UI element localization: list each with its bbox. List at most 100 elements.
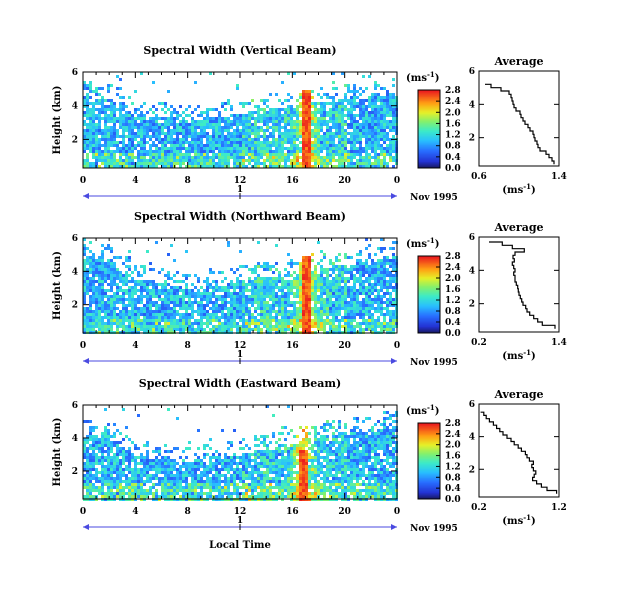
heatmap-cell bbox=[146, 120, 149, 123]
heatmap-cell bbox=[89, 456, 92, 459]
heatmap-cell bbox=[206, 292, 209, 295]
heatmap-cell bbox=[98, 153, 101, 156]
heatmap-cell bbox=[305, 307, 308, 310]
heatmap-cell bbox=[347, 111, 350, 114]
heatmap-cell bbox=[362, 298, 365, 301]
heatmap-cell bbox=[185, 135, 188, 138]
heatmap-cell bbox=[392, 147, 395, 150]
heatmap-cell bbox=[269, 153, 272, 156]
heatmap-cell bbox=[239, 150, 242, 153]
average-title: Average bbox=[493, 55, 543, 68]
heatmap-cell bbox=[194, 120, 197, 123]
heatmap-cell bbox=[311, 153, 314, 156]
heatmap-cell bbox=[392, 322, 395, 325]
heatmap-cell bbox=[104, 147, 107, 150]
heatmap-cell bbox=[377, 289, 380, 292]
heatmap-cell bbox=[296, 325, 299, 328]
colorbar-segment bbox=[418, 121, 440, 123]
heatmap-cell bbox=[275, 268, 278, 271]
heatmap-cell bbox=[362, 280, 365, 283]
heatmap-cell bbox=[371, 277, 374, 280]
heatmap-cell bbox=[383, 280, 386, 283]
heatmap-cell bbox=[227, 99, 230, 102]
heatmap-cell bbox=[125, 126, 128, 129]
heatmap-cell bbox=[299, 162, 302, 165]
heatmap-cell bbox=[143, 156, 146, 159]
heatmap-cell bbox=[248, 159, 251, 162]
heatmap-cell bbox=[161, 480, 164, 483]
heatmap-cell bbox=[206, 138, 209, 141]
heatmap-cell bbox=[83, 265, 86, 268]
heatmap-cell bbox=[116, 444, 119, 447]
heatmap-cell bbox=[110, 328, 113, 331]
heatmap-cell bbox=[83, 159, 86, 162]
heatmap-cell bbox=[98, 271, 101, 274]
heatmap-cell bbox=[242, 123, 245, 126]
colorbar-segment bbox=[418, 289, 440, 292]
heatmap-cell bbox=[347, 84, 350, 87]
heatmap-cell bbox=[146, 135, 149, 138]
heatmap-cell bbox=[173, 325, 176, 328]
heatmap-cell bbox=[302, 295, 305, 298]
colorbar-segment bbox=[418, 285, 440, 288]
heatmap-cell bbox=[371, 283, 374, 286]
heatmap-cell bbox=[221, 105, 224, 108]
heatmap-cell bbox=[302, 123, 305, 126]
y-tick-label: 6 bbox=[72, 234, 78, 244]
heatmap-cell bbox=[158, 483, 161, 486]
heatmap-cell bbox=[296, 147, 299, 150]
heatmap-cell bbox=[182, 147, 185, 150]
heatmap-cell bbox=[122, 280, 125, 283]
heatmap-cell bbox=[146, 325, 149, 328]
heatmap-cell bbox=[89, 474, 92, 477]
heatmap-cell bbox=[92, 450, 95, 453]
heatmap-cell bbox=[143, 310, 146, 313]
heatmap-cell bbox=[131, 295, 134, 298]
heatmap-cell bbox=[293, 304, 296, 307]
heatmap-cell bbox=[167, 322, 170, 325]
heatmap-cell bbox=[158, 447, 161, 450]
heatmap-cell bbox=[263, 132, 266, 135]
heatmap-cell bbox=[146, 444, 149, 447]
heatmap-cell bbox=[281, 283, 284, 286]
heatmap-cell bbox=[335, 159, 338, 162]
heatmap-cell bbox=[224, 129, 227, 132]
heatmap-cell bbox=[101, 432, 104, 435]
heatmap-cell bbox=[83, 283, 86, 286]
heatmap-cell bbox=[131, 441, 134, 444]
heatmap-cell bbox=[119, 120, 122, 123]
heatmap-cell bbox=[113, 432, 116, 435]
heatmap-cell bbox=[383, 159, 386, 162]
heatmap-cell bbox=[326, 298, 329, 301]
heatmap-cell bbox=[212, 289, 215, 292]
heatmap-cell bbox=[143, 295, 146, 298]
heatmap-cell bbox=[125, 144, 128, 147]
heatmap-cell bbox=[161, 310, 164, 313]
colorbar-unit-label: (ms-1) bbox=[406, 70, 439, 84]
heatmap-cell bbox=[95, 99, 98, 102]
heatmap-cell bbox=[371, 322, 374, 325]
heatmap-cell bbox=[107, 268, 110, 271]
heatmap-cell bbox=[383, 108, 386, 111]
heatmap-cell bbox=[197, 289, 200, 292]
heatmap-cell bbox=[248, 138, 251, 141]
heatmap-cell bbox=[329, 274, 332, 277]
heatmap-cell bbox=[389, 120, 392, 123]
heatmap-cell bbox=[311, 114, 314, 117]
avg-x-tick-label: 0.6 bbox=[471, 172, 487, 182]
heatmap-cell bbox=[203, 322, 206, 325]
heatmap-cell bbox=[110, 126, 113, 129]
heatmap-cell bbox=[344, 144, 347, 147]
heatmap-cell bbox=[305, 117, 308, 120]
heatmap-cell bbox=[131, 135, 134, 138]
colorbar-segment bbox=[418, 322, 440, 325]
heatmap-cell bbox=[155, 301, 158, 304]
heatmap-cell bbox=[86, 313, 89, 316]
heatmap-cell bbox=[167, 274, 170, 277]
colorbar-tick-label: 0.8 bbox=[445, 307, 461, 317]
heatmap-cell bbox=[221, 150, 224, 153]
heatmap-cell bbox=[356, 123, 359, 126]
heatmap-cell bbox=[122, 126, 125, 129]
heatmap-cell bbox=[110, 313, 113, 316]
